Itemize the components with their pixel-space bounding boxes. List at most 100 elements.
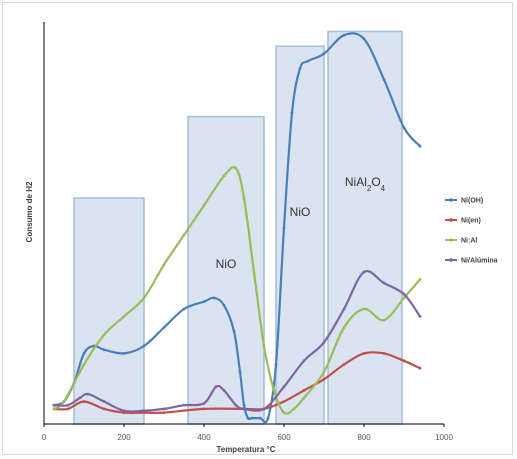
data-point [362, 37, 366, 41]
data-point [66, 407, 70, 411]
legend-marker-4 [449, 258, 453, 262]
data-point [274, 363, 278, 366]
region-box-1 [73, 197, 145, 425]
data-point [66, 403, 70, 407]
series-line-2 [52, 351, 422, 414]
data-point [162, 326, 166, 329]
data-point [182, 403, 186, 407]
data-point [202, 401, 206, 405]
data-point [102, 333, 106, 337]
data-point [322, 340, 326, 344]
region-label-2: NiO [216, 257, 237, 271]
y-axis-title: Consumo de H2 [25, 181, 34, 242]
data-point [250, 416, 254, 420]
legend-label-3: Ni:Al [461, 238, 477, 245]
data-point [266, 416, 270, 420]
data-point [272, 389, 276, 392]
data-point [102, 348, 106, 352]
data-point [290, 111, 294, 115]
data-point [222, 174, 226, 178]
data-point [362, 270, 366, 274]
data-point [382, 352, 386, 355]
data-point [418, 315, 422, 318]
data-point [322, 377, 326, 381]
data-point [342, 326, 346, 329]
data-point [82, 400, 86, 403]
data-point [402, 126, 406, 130]
data-point [202, 407, 206, 411]
series-4 [52, 269, 422, 413]
x-tick-label-800: 800 [357, 433, 371, 442]
region-label-3: NiO [290, 205, 311, 219]
data-point [162, 407, 166, 411]
data-point [292, 407, 296, 411]
data-point [162, 411, 166, 414]
data-point [342, 33, 346, 37]
data-point [282, 385, 286, 389]
data-point [86, 392, 90, 396]
x-tick-label-1000: 1000 [435, 433, 453, 442]
data-point [142, 296, 146, 300]
legend-marker-1 [449, 198, 453, 202]
data-point [82, 363, 86, 366]
data-point [246, 416, 250, 420]
data-point [402, 296, 406, 300]
data-point [202, 204, 206, 207]
data-point [82, 352, 86, 355]
data-point [234, 167, 238, 170]
data-point [302, 359, 306, 363]
data-point [258, 416, 262, 420]
data-point [302, 396, 306, 400]
data-point [362, 307, 366, 311]
data-point [418, 144, 422, 148]
legend-marker-2 [449, 218, 453, 222]
data-point [342, 363, 346, 366]
data-point [232, 329, 236, 333]
x-tick-label-600: 600 [277, 433, 291, 442]
data-point [282, 411, 286, 414]
data-point [262, 407, 266, 411]
data-point [242, 407, 246, 411]
data-point [142, 344, 146, 348]
data-point [238, 370, 242, 374]
x-tick-label-400: 400 [197, 433, 211, 442]
legend-label-4: Ni/Alúmina [461, 258, 498, 265]
legend-label-1: Ni(OH) [461, 198, 483, 205]
data-point [182, 307, 186, 311]
data-point [252, 270, 256, 274]
data-point [102, 400, 106, 403]
region-box-2 [187, 115, 265, 425]
data-point [122, 315, 126, 318]
data-point [234, 403, 238, 407]
region-box-4 [327, 30, 403, 425]
data-point [362, 352, 366, 355]
data-point [62, 400, 66, 403]
x-axis-title: Temperatura °C [216, 445, 275, 454]
data-point [242, 403, 246, 407]
data-point [382, 281, 386, 285]
x-tick-label-0: 0 [42, 433, 47, 442]
region-label-4: NiAl2O4 [345, 175, 386, 193]
data-point [402, 359, 406, 363]
data-point [322, 370, 326, 374]
data-point [222, 389, 226, 392]
legend-marker-3 [449, 238, 453, 242]
data-point [214, 385, 218, 389]
data-point [298, 67, 302, 70]
legend-label-2: Ni(en) [461, 218, 481, 225]
data-point [52, 407, 56, 411]
data-point [142, 409, 146, 413]
data-point [242, 196, 246, 200]
data-point [102, 407, 106, 411]
data-point [306, 59, 310, 63]
data-point [162, 263, 166, 266]
x-tick-label-200: 200 [117, 433, 131, 442]
data-point [282, 400, 286, 403]
data-point [212, 296, 216, 300]
data-point [182, 233, 186, 237]
data-point [418, 366, 422, 370]
data-point [342, 307, 346, 311]
data-point [222, 303, 226, 307]
series-3 [52, 166, 422, 415]
